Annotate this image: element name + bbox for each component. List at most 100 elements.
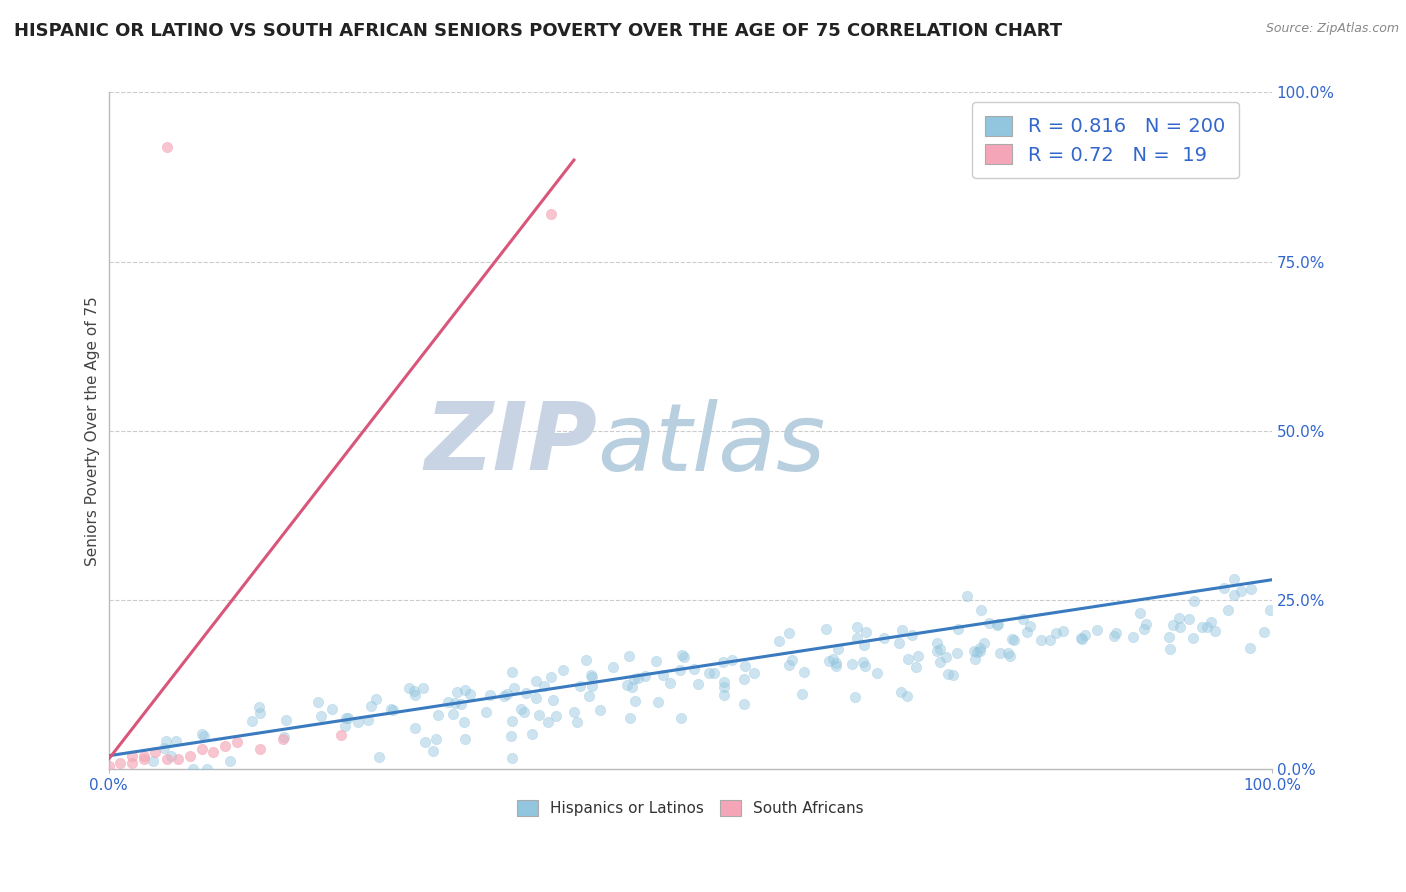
Point xyxy=(546,709,568,723)
Point xyxy=(404,688,426,702)
Text: ZIP: ZIP xyxy=(425,399,598,491)
Point xyxy=(733,672,755,686)
Point xyxy=(1223,573,1246,587)
Point xyxy=(979,615,1001,630)
Point xyxy=(454,683,477,698)
Point xyxy=(873,631,896,645)
Point xyxy=(1105,626,1128,640)
Point xyxy=(578,689,600,703)
Point xyxy=(1074,628,1097,642)
Point xyxy=(425,731,447,746)
Point xyxy=(671,648,693,663)
Point xyxy=(533,679,555,693)
Point xyxy=(540,670,562,684)
Point xyxy=(825,656,848,670)
Point xyxy=(1204,624,1226,639)
Point xyxy=(121,756,143,770)
Point xyxy=(193,729,215,743)
Point xyxy=(1000,648,1022,663)
Point xyxy=(436,695,458,709)
Point xyxy=(966,644,988,658)
Point xyxy=(509,702,531,716)
Point xyxy=(202,745,225,759)
Point xyxy=(368,750,391,764)
Point xyxy=(720,653,742,667)
Point xyxy=(688,677,710,691)
Point xyxy=(956,590,979,604)
Point xyxy=(935,650,957,665)
Point xyxy=(404,721,426,735)
Point xyxy=(1011,612,1033,626)
Point xyxy=(1161,618,1184,632)
Point xyxy=(524,674,547,689)
Point xyxy=(454,732,477,747)
Point xyxy=(969,640,991,655)
Point xyxy=(734,659,756,673)
Point xyxy=(987,616,1010,631)
Text: HISPANIC OR LATINO VS SOUTH AFRICAN SENIORS POVERTY OVER THE AGE OF 75 CORRELATI: HISPANIC OR LATINO VS SOUTH AFRICAN SENI… xyxy=(14,22,1062,40)
Point xyxy=(929,655,952,669)
Point xyxy=(827,642,849,657)
Point xyxy=(527,708,550,723)
Point xyxy=(179,748,201,763)
Point xyxy=(581,679,603,693)
Point xyxy=(699,665,721,680)
Point xyxy=(309,709,332,723)
Point xyxy=(1070,632,1092,646)
Point xyxy=(333,719,356,733)
Point xyxy=(703,665,725,680)
Point xyxy=(121,748,143,763)
Point xyxy=(778,657,800,672)
Point xyxy=(1133,623,1156,637)
Point xyxy=(619,711,641,725)
Point xyxy=(458,687,481,701)
Point xyxy=(668,663,690,677)
Point xyxy=(623,672,645,686)
Point xyxy=(647,695,669,709)
Point xyxy=(380,701,402,715)
Point xyxy=(616,678,638,692)
Point xyxy=(1129,607,1152,621)
Point xyxy=(412,681,434,695)
Point xyxy=(845,631,868,645)
Point xyxy=(602,660,624,674)
Point xyxy=(1222,589,1244,603)
Point xyxy=(907,649,929,664)
Point xyxy=(780,652,803,666)
Point xyxy=(713,680,735,694)
Point xyxy=(1135,617,1157,632)
Point xyxy=(167,752,190,766)
Point xyxy=(846,620,869,634)
Point xyxy=(271,731,294,746)
Point xyxy=(402,684,425,698)
Point xyxy=(887,636,910,650)
Legend: Hispanics or Latinos, South Africans: Hispanics or Latinos, South Africans xyxy=(510,795,870,822)
Point xyxy=(225,735,247,749)
Point xyxy=(413,735,436,749)
Point xyxy=(973,636,995,650)
Point xyxy=(565,715,588,730)
Point xyxy=(890,685,912,699)
Point xyxy=(499,729,522,743)
Point xyxy=(711,655,734,669)
Point xyxy=(1052,624,1074,639)
Point xyxy=(897,652,920,666)
Point xyxy=(901,628,924,642)
Point xyxy=(346,714,368,729)
Point xyxy=(1182,631,1205,645)
Point xyxy=(963,644,986,658)
Point xyxy=(513,705,536,719)
Point xyxy=(942,668,965,682)
Point xyxy=(841,657,863,671)
Point xyxy=(453,715,475,730)
Point xyxy=(824,659,846,673)
Point xyxy=(624,694,647,708)
Point xyxy=(492,689,515,703)
Point xyxy=(1102,629,1125,643)
Point xyxy=(1071,632,1094,646)
Point xyxy=(537,714,560,729)
Point xyxy=(1085,623,1108,637)
Point xyxy=(936,667,959,681)
Point xyxy=(669,711,692,725)
Point xyxy=(1239,641,1261,656)
